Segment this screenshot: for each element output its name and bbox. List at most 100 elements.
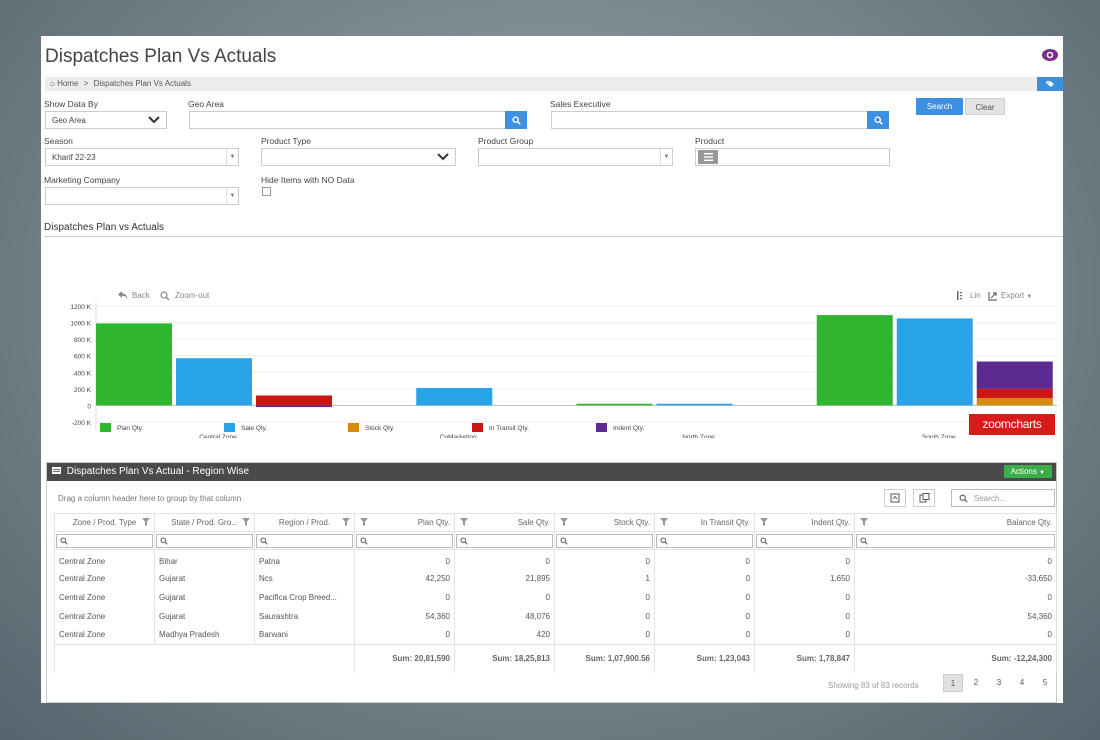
filter-icon[interactable] [560,518,568,526]
sales-executive-search-button[interactable] [867,111,889,129]
export-button[interactable]: Export ▼ [1001,291,1032,300]
list-button[interactable] [698,150,718,164]
column-filter-input[interactable] [656,533,753,548]
page-button[interactable]: 3 [996,678,1002,687]
sales-executive-input[interactable] [551,111,889,129]
breadcrumb-current: Dispatches Plan Vs Actuals [93,79,191,88]
column-filter-input[interactable] [56,533,153,548]
legend-label[interactable]: In Transit Qty. [489,425,529,432]
bar[interactable] [976,397,1053,406]
caret-down-icon: ▼ [660,149,672,165]
marketing-company-select[interactable]: ▼ [45,187,239,205]
column-chooser-button[interactable] [913,489,935,507]
home-icon[interactable]: ⌂ [50,79,55,88]
column-header[interactable]: Stock Qty. [554,513,655,532]
bar[interactable] [256,405,332,408]
bar[interactable] [976,361,1053,389]
hide-items-label: Hide Items with NO Data [261,175,355,185]
back-button[interactable]: Back [132,291,150,300]
column-filter-input[interactable] [156,533,253,548]
column-filter-input[interactable] [556,533,653,548]
filter-icon[interactable] [242,518,250,526]
legend-swatch[interactable] [472,423,483,432]
bar[interactable] [176,358,252,406]
bar[interactable] [256,395,332,406]
table-row[interactable]: Central Zone Bihar Patna 0 0 0 0 0 0 [54,549,1057,569]
linear-scale-icon[interactable] [957,291,965,300]
bar[interactable] [816,315,893,406]
column-filter-input[interactable] [456,533,553,548]
column-header[interactable]: Plan Qty. [354,513,455,532]
legend-label[interactable]: Indent Qty. [613,425,645,432]
filter-icon[interactable] [460,518,468,526]
table-row[interactable]: Central Zone Gujarat Saurashtra 54,360 48,07… [54,606,1057,626]
column-filter-input[interactable] [356,533,453,548]
x-tick-label: North Zone [682,434,715,438]
export-icon[interactable] [988,291,998,301]
column-header[interactable]: Sale Qty. [454,513,555,532]
filter-icon[interactable] [860,518,868,526]
bar[interactable] [416,388,493,406]
bar[interactable] [896,318,973,406]
zoom-out-button[interactable]: Zoom-out [175,291,210,300]
lin-button[interactable]: Lin [970,291,981,300]
filter-icon[interactable] [142,518,150,526]
column-header[interactable]: Balance Qty. [854,513,1057,532]
legend-label[interactable]: Stock Qty. [365,425,395,432]
column-header[interactable]: In Transit Qty. [654,513,755,532]
product-type-select[interactable] [261,148,456,166]
actions-button[interactable]: Actions ▼ [1003,465,1052,478]
legend-swatch[interactable] [100,423,111,432]
table-row[interactable]: Central Zone Madhya Pradesh Barwani 0 420 0 0 0… [54,625,1057,645]
product-group-select[interactable]: ▼ [478,148,673,166]
legend-label[interactable]: Sale Qty. [241,425,267,432]
season-select[interactable]: Kharif 22-23 ▼ [45,148,239,166]
filter-icon[interactable] [360,518,368,526]
chevron-down-icon [148,116,160,124]
bar[interactable] [976,388,1053,398]
search-button[interactable]: Search [916,98,963,115]
zoom-out-icon[interactable] [160,291,170,301]
legend-swatch[interactable] [596,423,607,432]
filter-icon[interactable] [342,518,350,526]
column-header[interactable]: State / Prod. Gro... [154,513,255,532]
clear-button[interactable]: Clear [965,98,1005,115]
geo-area-search-button[interactable] [505,111,527,129]
column-header[interactable]: Indent Qty. [754,513,855,532]
column-filter-input[interactable] [256,533,353,548]
tag-button[interactable] [1037,77,1063,91]
show-data-by-select[interactable]: Geo Area [45,111,167,129]
bar[interactable] [96,323,172,406]
bar[interactable] [656,403,733,406]
product-input[interactable] [695,148,890,166]
geo-area-input[interactable] [189,111,527,129]
back-icon[interactable] [118,291,128,300]
bar[interactable] [576,403,653,406]
table-row[interactable]: Central Zone Gujarat Ncs 42,250 21,895 1 0 1,65… [54,568,1057,588]
hide-items-checkbox[interactable] [262,187,271,196]
column-header[interactable]: Region / Prod. [254,513,355,532]
filter-icon[interactable] [760,518,768,526]
legend-swatch[interactable] [224,423,235,432]
legend-label[interactable]: Plan Qty. [117,425,143,432]
export-excel-button[interactable] [884,489,906,507]
page-button[interactable]: 2 [973,678,979,687]
breadcrumb-home[interactable]: Home [57,79,79,88]
table-cell: 1 [554,568,655,588]
grid-search-input[interactable]: Search... [951,489,1055,507]
page-button[interactable]: 4 [1019,678,1025,687]
column-header[interactable]: Zone / Prod. Type [54,513,155,532]
table-row[interactable]: Central Zone Gujarat Pacifica Crop Breed..… [54,587,1057,607]
eye-icon[interactable] [1041,48,1059,62]
search-icon [260,536,268,545]
page-button[interactable]: 1 [943,674,963,692]
page-button[interactable]: 5 [1042,678,1048,687]
group-by-hint[interactable]: Drag a column header here to group by th… [58,494,242,503]
season-value: Kharif 22-23 [52,153,96,162]
column-filter-input[interactable] [756,533,853,548]
show-data-by-value: Geo Area [52,116,86,125]
filter-icon[interactable] [660,518,668,526]
column-filter-input[interactable] [856,533,1055,548]
zoomcharts-logo[interactable]: zoomcharts [969,414,1055,435]
legend-swatch[interactable] [348,423,359,432]
